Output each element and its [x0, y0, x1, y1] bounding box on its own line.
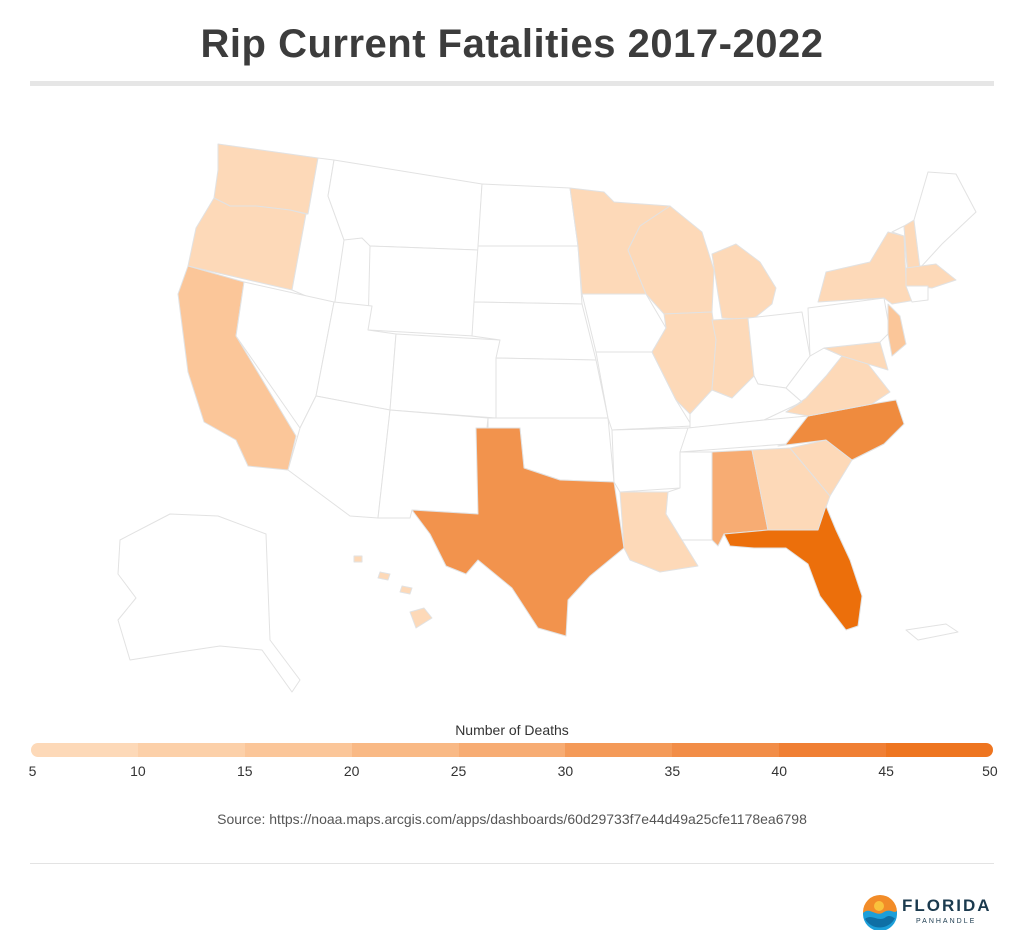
state-montana	[327, 159, 483, 251]
state-maine	[913, 171, 977, 269]
state-south-dakota	[473, 245, 583, 305]
legend-ticks: 5 10 15 20 25 30 35 40 45 50	[28, 763, 998, 781]
legend-segment	[244, 743, 352, 757]
state-hawaii-islands	[353, 555, 413, 595]
state-wyoming	[367, 245, 479, 337]
legend-tick-label: 15	[236, 763, 253, 779]
legend-tick-label: 30	[557, 763, 574, 779]
legend-tick-label: 45	[878, 763, 894, 779]
state-kansas	[495, 357, 609, 419]
state-washington	[213, 143, 319, 215]
legend-tick-label: 5	[28, 763, 37, 779]
legend-tick-label: 35	[664, 763, 681, 779]
legend-segment	[565, 743, 673, 757]
legend-tick-label: 50	[982, 763, 998, 779]
state-north-dakota	[477, 183, 579, 247]
state-hawaii	[409, 607, 433, 629]
state-new-mexico	[377, 409, 489, 519]
legend-color-scale	[31, 743, 993, 757]
legend-title: Number of Deaths	[455, 722, 569, 738]
legend-segment	[886, 743, 993, 757]
footer-divider	[30, 863, 994, 864]
source-note: Source: https://noaa.maps.arcgis.com/app…	[217, 811, 807, 827]
state-michigan	[711, 243, 777, 321]
legend-segment	[351, 743, 459, 757]
sun-wave-logo-icon	[863, 895, 897, 930]
brand-name: FLORIDA	[902, 896, 992, 915]
territory-puerto-rico	[905, 623, 959, 641]
title-divider	[30, 81, 994, 86]
legend-tick-label: 25	[450, 763, 467, 779]
state-colorado	[389, 333, 501, 419]
state-arkansas	[611, 427, 689, 493]
state-new-jersey	[887, 303, 907, 357]
legend-tick-label: 10	[130, 763, 146, 779]
brand-logo: FLORIDA PANHANDLE	[862, 890, 1002, 934]
chart-title: Rip Current Fatalities 2017-2022	[200, 22, 824, 66]
brand-subtitle: PANHANDLE	[916, 918, 977, 925]
state-florida	[723, 505, 863, 631]
legend-segment	[31, 743, 138, 757]
state-massachusetts	[905, 263, 957, 289]
state-texas	[411, 427, 625, 637]
legend-tick-label: 20	[343, 763, 360, 779]
legend-segment	[458, 743, 566, 757]
legend-segment	[672, 743, 780, 757]
state-connecticut	[905, 285, 929, 303]
us-state-map	[117, 143, 977, 693]
legend-segment	[137, 743, 245, 757]
legend-segment	[779, 743, 887, 757]
state-new-york	[817, 231, 917, 305]
legend-tick-label: 40	[771, 763, 788, 779]
state-alaska	[117, 513, 301, 693]
